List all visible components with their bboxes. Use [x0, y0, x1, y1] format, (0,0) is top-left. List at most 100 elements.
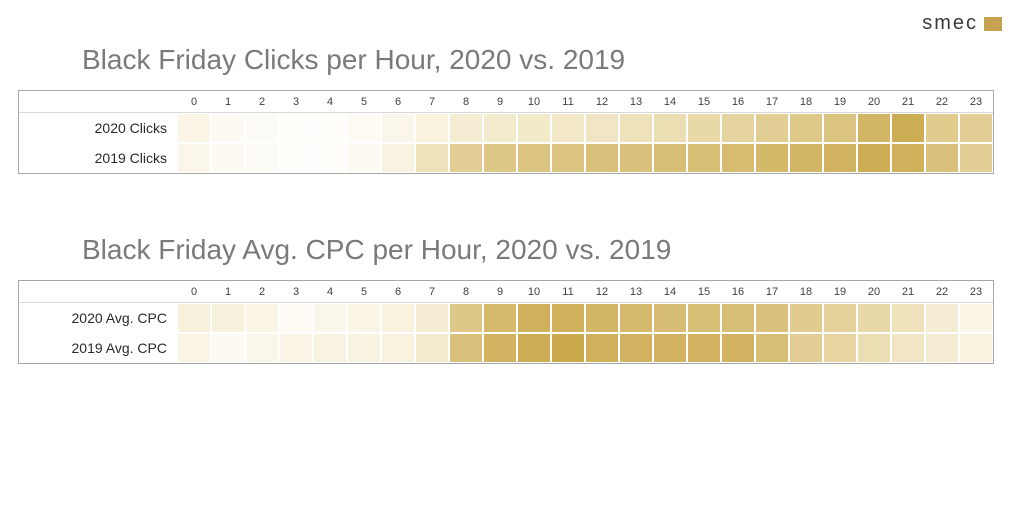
heatmap-cell [585, 303, 619, 333]
heatmap-cell [857, 333, 891, 363]
heatmap-cell [891, 143, 925, 173]
heatmap-cell [891, 333, 925, 363]
heatmap-col-header: 5 [347, 91, 381, 113]
heatmap-cell [415, 303, 449, 333]
heatmap-col-header: 6 [381, 281, 415, 303]
heatmap-col-header: 23 [959, 281, 993, 303]
heatmap-cell [449, 143, 483, 173]
heatmap-col-header: 10 [517, 281, 551, 303]
heatmap-cell [279, 333, 313, 363]
heatmap-cell [755, 113, 789, 143]
heatmap-cell [313, 303, 347, 333]
heatmap-cell [789, 333, 823, 363]
chart-block: Black Friday Avg. CPC per Hour, 2020 vs.… [18, 234, 1006, 364]
heatmap-cell [177, 333, 211, 363]
heatmap-col-header: 18 [789, 91, 823, 113]
heatmap-cell [653, 113, 687, 143]
heatmap-cell [857, 303, 891, 333]
heatmap-cell [619, 333, 653, 363]
heatmap-cell [381, 113, 415, 143]
heatmap-row-header: 2019 Avg. CPC [19, 333, 177, 363]
heatmap-cell [347, 303, 381, 333]
heatmap-cell [449, 113, 483, 143]
heatmap-cell [687, 113, 721, 143]
heatmap-cell [517, 143, 551, 173]
heatmap-cell [177, 143, 211, 173]
heatmap-col-header: 9 [483, 91, 517, 113]
chart-title: Black Friday Avg. CPC per Hour, 2020 vs.… [82, 234, 1006, 266]
heatmap-col-header: 7 [415, 281, 449, 303]
heatmap-cell [211, 303, 245, 333]
heatmap-cell [279, 303, 313, 333]
heatmap-cell [279, 143, 313, 173]
heatmap-cell [687, 333, 721, 363]
heatmap-col-header: 2 [245, 91, 279, 113]
heatmap-cell [347, 143, 381, 173]
heatmap-cell [177, 113, 211, 143]
heatmap-cell [789, 143, 823, 173]
heatmap-cell [687, 143, 721, 173]
heatmap-cell [789, 113, 823, 143]
heatmap-cell [925, 303, 959, 333]
heatmap-row-header: 2020 Clicks [19, 113, 177, 143]
heatmap-cell [789, 303, 823, 333]
heatmap-cell [891, 303, 925, 333]
heatmap-cell [449, 333, 483, 363]
heatmap-col-header: 20 [857, 91, 891, 113]
heatmap-grid: 0123456789101112131415161718192021222320… [18, 280, 994, 364]
heatmap-cell [449, 303, 483, 333]
heatmap-cell [245, 143, 279, 173]
heatmap-cell [483, 303, 517, 333]
heatmap-corner [19, 281, 177, 303]
heatmap-cell [313, 113, 347, 143]
heatmap-cell [177, 303, 211, 333]
heatmap-cell [381, 333, 415, 363]
heatmap-cell [585, 143, 619, 173]
heatmap-cell [279, 113, 313, 143]
heatmap-col-header: 12 [585, 91, 619, 113]
heatmap-cell [823, 143, 857, 173]
heatmap-cell [823, 113, 857, 143]
heatmap-cell [551, 143, 585, 173]
heatmap-cell [313, 143, 347, 173]
heatmap-cell [959, 333, 993, 363]
heatmap-cell [415, 333, 449, 363]
heatmap-cell [653, 303, 687, 333]
heatmap-cell [551, 113, 585, 143]
heatmap-col-header: 14 [653, 281, 687, 303]
heatmap-cell [585, 333, 619, 363]
heatmap-cell [755, 143, 789, 173]
heatmap-cell [823, 333, 857, 363]
heatmap-col-header: 10 [517, 91, 551, 113]
heatmap-cell [551, 303, 585, 333]
heatmap-cell [721, 143, 755, 173]
heatmap-cell [245, 113, 279, 143]
heatmap-cell [687, 303, 721, 333]
heatmap-cell [517, 333, 551, 363]
heatmap-col-header: 21 [891, 281, 925, 303]
heatmap-cell [211, 143, 245, 173]
heatmap-col-header: 19 [823, 91, 857, 113]
heatmap-col-header: 1 [211, 281, 245, 303]
heatmap-col-header: 4 [313, 91, 347, 113]
heatmap-col-header: 6 [381, 91, 415, 113]
heatmap-col-header: 16 [721, 91, 755, 113]
heatmap-cell [653, 333, 687, 363]
heatmap-col-header: 9 [483, 281, 517, 303]
heatmap-cell [721, 303, 755, 333]
heatmap-cell [857, 113, 891, 143]
heatmap-col-header: 14 [653, 91, 687, 113]
heatmap-cell [857, 143, 891, 173]
heatmap-col-header: 17 [755, 281, 789, 303]
heatmap-cell [245, 303, 279, 333]
heatmap-cell [517, 303, 551, 333]
heatmap-cell [415, 143, 449, 173]
heatmap-cell [245, 333, 279, 363]
heatmap-col-header: 5 [347, 281, 381, 303]
heatmap-cell [925, 333, 959, 363]
heatmap-cell [585, 113, 619, 143]
brand-logo: smec [922, 12, 1002, 35]
heatmap-col-header: 4 [313, 281, 347, 303]
heatmap-col-header: 8 [449, 281, 483, 303]
brand-square-icon [984, 17, 1002, 31]
